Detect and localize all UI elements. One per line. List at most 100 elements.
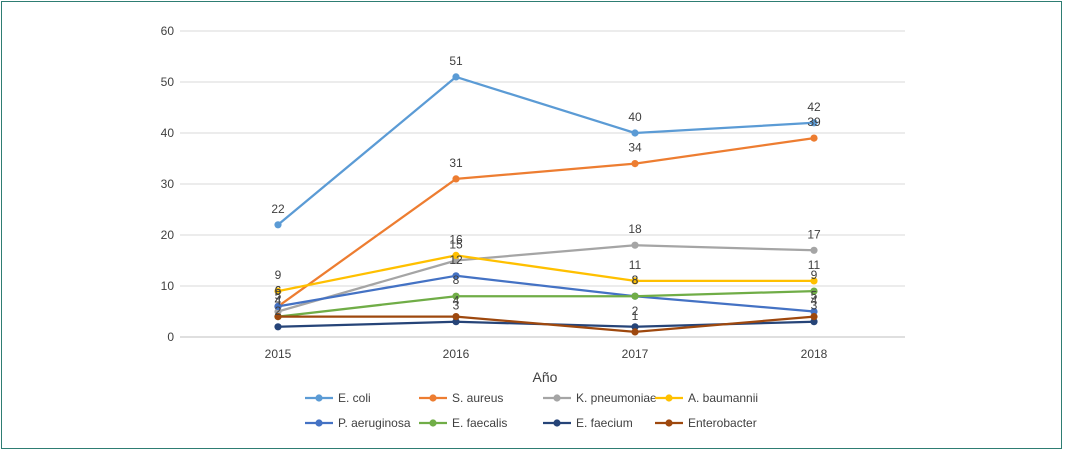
data-point: [810, 313, 818, 321]
legend-item: E. coli: [305, 391, 371, 405]
y-tick-label: 10: [161, 279, 175, 293]
series-line: [277, 254, 814, 293]
data-label: 34: [628, 141, 642, 155]
data-point: [631, 323, 639, 331]
legend-item: A. baumannii: [655, 391, 758, 405]
y-tick-label: 50: [161, 75, 175, 89]
data-label: 1: [632, 309, 639, 323]
y-tick-label: 60: [161, 24, 175, 38]
series-line: [277, 289, 815, 318]
data-label: 3: [453, 299, 460, 313]
data-label: 2: [632, 304, 639, 318]
data-label: 2: [275, 304, 282, 318]
data-label: 5: [275, 289, 282, 303]
data-label: 6: [275, 283, 282, 297]
data-point: [810, 287, 818, 295]
legend-item: Enterobacter: [655, 416, 757, 430]
legend-label: E. faecalis: [452, 416, 507, 430]
series-line: [277, 75, 815, 226]
data-point: [631, 328, 639, 336]
data-point: [810, 134, 818, 142]
series-line: [277, 244, 815, 313]
data-point: [452, 313, 460, 321]
data-label: 4: [811, 294, 818, 308]
x-axis-ticks: 2015 2016 2017 2018: [265, 347, 828, 361]
data-point: [452, 175, 460, 183]
data-label: 6: [275, 283, 282, 297]
y-tick-label: 30: [161, 177, 175, 191]
data-point: [631, 129, 639, 137]
x-tick-label: 2018: [801, 347, 828, 361]
data-label: 8: [632, 273, 639, 287]
data-point: [452, 318, 460, 326]
data-label: 9: [811, 268, 818, 282]
series-line: [278, 315, 815, 334]
legend-item: S. aureus: [419, 391, 503, 405]
legend-label: Enterobacter: [688, 416, 757, 430]
x-tick-label: 2016: [443, 347, 470, 361]
data-label: 12: [449, 253, 463, 267]
legend-marker: [429, 394, 437, 402]
data-label: 9: [275, 268, 282, 282]
legend: E. coli S. aureus K. pneumoniae A. baumanni…: [305, 391, 758, 430]
series-points: [274, 73, 818, 336]
data-label: 40: [628, 110, 642, 124]
data-label: 17: [807, 227, 821, 241]
data-point: [810, 277, 818, 285]
data-point: [274, 323, 282, 331]
data-point: [631, 160, 639, 168]
data-label: 11: [629, 258, 642, 272]
legend-marker: [665, 419, 673, 427]
data-label: 3: [811, 299, 818, 313]
y-axis-ticks: 0 10 20 30 40 50 60: [161, 24, 175, 344]
data-label: 4: [275, 294, 282, 308]
x-axis-title: Año: [533, 369, 558, 385]
data-label: 22: [271, 202, 285, 216]
data-point: [452, 272, 460, 280]
legend-marker: [315, 419, 323, 427]
series-line: [277, 136, 815, 308]
legend-item: P. aeruginosa: [305, 416, 411, 430]
data-point: [810, 246, 818, 254]
data-label: 51: [449, 54, 463, 68]
data-point: [810, 307, 818, 316]
data-label: 8: [632, 273, 639, 287]
data-point: [631, 241, 639, 249]
data-label: 31: [449, 156, 463, 170]
data-point: [631, 292, 639, 300]
data-label: 4: [453, 294, 460, 308]
legend-marker: [553, 394, 561, 402]
legend-item: K. pneumoniae: [543, 391, 657, 405]
data-point: [274, 302, 282, 310]
legend-label: E. coli: [338, 391, 371, 405]
legend-label: E. faecium: [576, 416, 633, 430]
legend-marker: [315, 394, 323, 402]
data-point: [452, 73, 460, 81]
data-label: 8: [453, 273, 460, 287]
data-label: 39: [807, 115, 821, 129]
y-tick-label: 40: [161, 126, 175, 140]
legend-label: A. baumannii: [688, 391, 758, 405]
data-point: [274, 313, 282, 321]
legend-label: S. aureus: [452, 391, 503, 405]
legend-marker: [553, 419, 561, 427]
series-line: [277, 274, 815, 313]
legend-label: P. aeruginosa: [338, 416, 411, 430]
data-point: [452, 256, 460, 265]
data-point: [631, 277, 639, 285]
legend-item: E. faecalis: [419, 416, 507, 430]
legend-marker: [665, 394, 673, 402]
y-tick-label: 0: [167, 330, 174, 344]
data-label: 16: [449, 232, 463, 246]
series-lines: [277, 75, 815, 334]
data-point: [274, 221, 282, 229]
data-label: 11: [808, 258, 821, 272]
data-point: [452, 292, 460, 300]
data-point: [274, 287, 282, 295]
legend-marker: [429, 419, 437, 427]
legend-label: K. pneumoniae: [576, 391, 657, 405]
data-point: [810, 119, 818, 127]
data-label: 42: [807, 100, 821, 114]
